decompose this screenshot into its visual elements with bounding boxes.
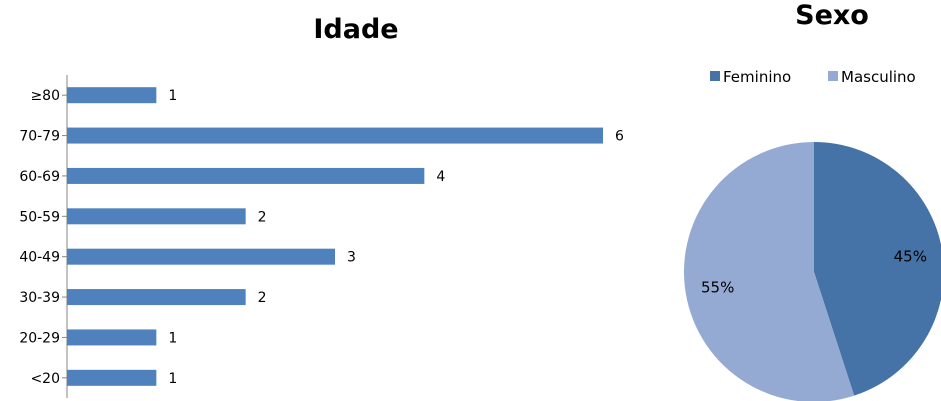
pie-slice — [684, 142, 855, 401]
y-tick-label: ≥80 — [30, 88, 60, 104]
bar — [67, 127, 603, 144]
slice-label: 45% — [894, 248, 927, 266]
data-label: 4 — [436, 169, 445, 185]
pie-slice — [814, 142, 941, 396]
bar — [67, 248, 335, 265]
y-tick-label: 50-59 — [19, 209, 60, 225]
legend-swatch — [828, 71, 838, 81]
data-label: 3 — [347, 250, 356, 266]
data-label: 1 — [168, 371, 177, 387]
data-label: 2 — [258, 290, 267, 306]
bar-chart-title: Idade — [313, 14, 399, 45]
y-tick-label: 20-29 — [19, 330, 60, 346]
bar — [67, 289, 246, 306]
data-label: 6 — [615, 129, 624, 145]
legend-swatch — [710, 71, 720, 81]
age-bar-chart: <20 1 20-29 1 30-39 2 40-49 3 50-59 2 60-69 4 70-79 6… — [19, 75, 624, 398]
y-tick-label: <20 — [30, 371, 60, 387]
legend-label: Masculino — [841, 68, 916, 86]
bar — [67, 208, 246, 225]
bar — [67, 329, 157, 346]
bar — [67, 87, 157, 104]
y-tick-label: 70-79 — [19, 129, 60, 145]
pie-chart-title: Sexo — [795, 0, 869, 31]
data-label: 2 — [258, 209, 267, 225]
sex-pie-chart: Feminino Masculino 45% 55% — [684, 68, 941, 401]
bar — [67, 369, 157, 386]
data-label: 1 — [168, 88, 177, 104]
y-tick-label: 40-49 — [19, 250, 60, 266]
y-tick-label: 30-39 — [19, 290, 60, 306]
bar — [67, 167, 425, 184]
slice-label: 55% — [701, 278, 734, 296]
data-label: 1 — [168, 330, 177, 346]
legend-label: Feminino — [723, 68, 791, 86]
y-tick-label: 60-69 — [19, 169, 60, 185]
